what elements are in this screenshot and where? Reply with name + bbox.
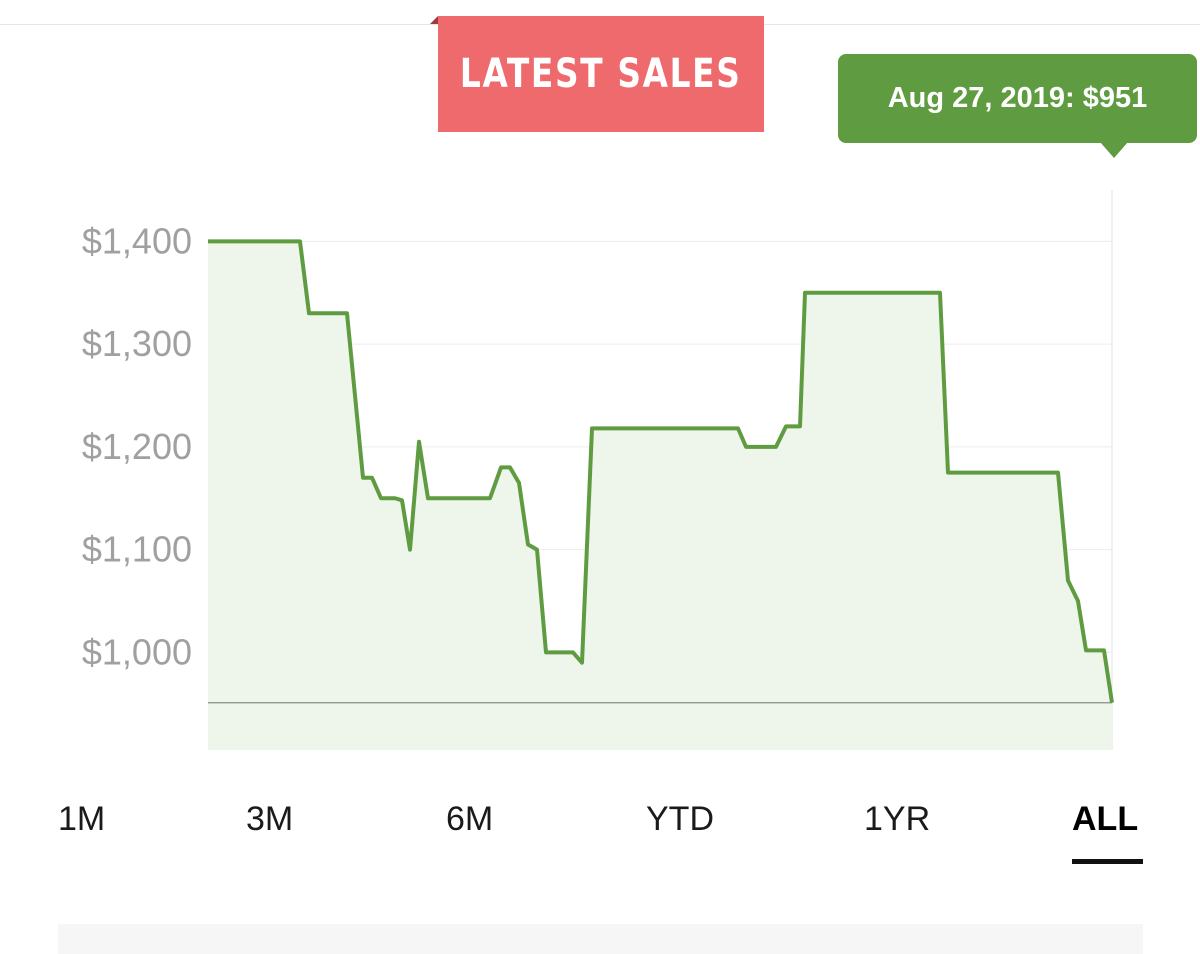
tab-1yr[interactable]: 1YR [864, 800, 931, 838]
latest-sales-banner: LATEST SALES [438, 16, 764, 132]
series-line [208, 239, 1114, 704]
bottom-panel [58, 924, 1143, 954]
tab-ytd[interactable]: YTD [646, 800, 714, 838]
area-fill [208, 241, 1112, 750]
y-tick-label: $1,400 [82, 220, 192, 261]
tab-all[interactable]: ALL [1072, 800, 1139, 838]
y-tick-label: $1,200 [82, 426, 192, 467]
y-tick-label: $1,000 [82, 631, 192, 672]
tab-3m[interactable]: 3M [246, 800, 294, 838]
sales-chart[interactable]: $1,000 $1,100 $1,200 $1,300 $1,400 [0, 0, 1200, 790]
tab-6m[interactable]: 6M [446, 800, 494, 838]
time-range-tabs: 1M 3M 6M YTD 1YR ALL [0, 790, 1200, 870]
tab-1m[interactable]: 1M [58, 800, 106, 838]
y-tick-label: $1,300 [82, 323, 192, 364]
active-tab-underline [1072, 859, 1143, 864]
price-tooltip: Aug 27, 2019: $951 [838, 54, 1197, 143]
y-tick-label: $1,100 [82, 529, 192, 570]
banner-title: LATEST SALES [460, 51, 742, 97]
tooltip-text: Aug 27, 2019: $951 [887, 82, 1148, 114]
tooltip-pointer [1100, 142, 1128, 158]
banner-fold [430, 16, 438, 24]
